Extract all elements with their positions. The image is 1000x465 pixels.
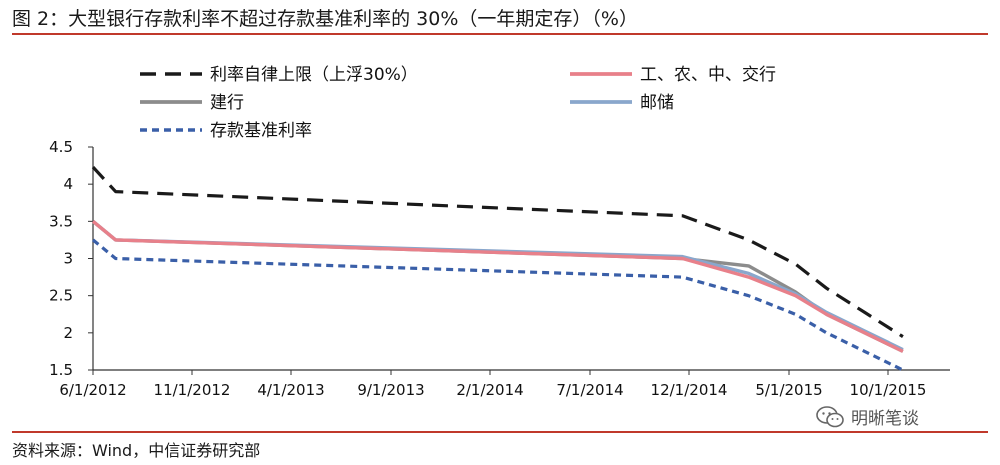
legend-label-2: 建行: [210, 93, 244, 113]
x-tick-label: 7/1/2014: [556, 381, 623, 399]
x-tick-label: 10/1/2015: [850, 381, 927, 399]
y-tick-label: 2: [63, 324, 73, 342]
wechat-icon: [816, 405, 844, 427]
y-tick-label: 3.5: [49, 212, 73, 230]
series-line-0: [91, 166, 904, 338]
x-tick-label: 12/1/2014: [651, 381, 728, 399]
watermark: 明晰笔谈: [815, 404, 919, 429]
legend-label-3: 邮储: [640, 93, 674, 113]
y-tick-label: 4.5: [49, 138, 73, 156]
x-tick-label: 11/1/2012: [154, 381, 231, 399]
y-tick-label: 1.5: [49, 361, 73, 379]
y-tick-label: 3: [63, 250, 73, 268]
source-divider: [12, 431, 988, 433]
x-tick-label: 9/1/2013: [357, 381, 424, 399]
x-tick-label: 5/1/2015: [755, 381, 822, 399]
watermark-text: 明晰笔谈: [851, 409, 919, 429]
tick-labels: 1.5 2 2.5 3 3.5 4 4.5 6/1/2012 11/1/2012 4/1/2013…: [49, 138, 926, 399]
x-tick-label: 4/1/2013: [257, 381, 324, 399]
legend-label-0: 利率自律上限（上浮30%）: [210, 65, 418, 85]
x-tick-label: 6/1/2012: [59, 381, 126, 399]
source-note: 资料来源：Wind，中信证券研究部: [12, 441, 261, 460]
y-tick-label: 2.5: [49, 287, 73, 305]
series-line-1: [91, 219, 904, 353]
title-divider: [12, 33, 988, 35]
y-tick-label: 4: [63, 175, 73, 193]
x-tick-label: 2/1/2014: [456, 381, 523, 399]
legend-label-4: 存款基准利率: [210, 121, 312, 141]
legend-label-1: 工、农、中、交行: [640, 65, 776, 85]
series-lines: [91, 166, 904, 372]
figure-title: 图 2：大型银行存款利率不超过存款基准利率的 30%（一年期定存）（%）: [12, 8, 638, 30]
series-line-4: [91, 238, 904, 372]
axes: [88, 146, 950, 375]
